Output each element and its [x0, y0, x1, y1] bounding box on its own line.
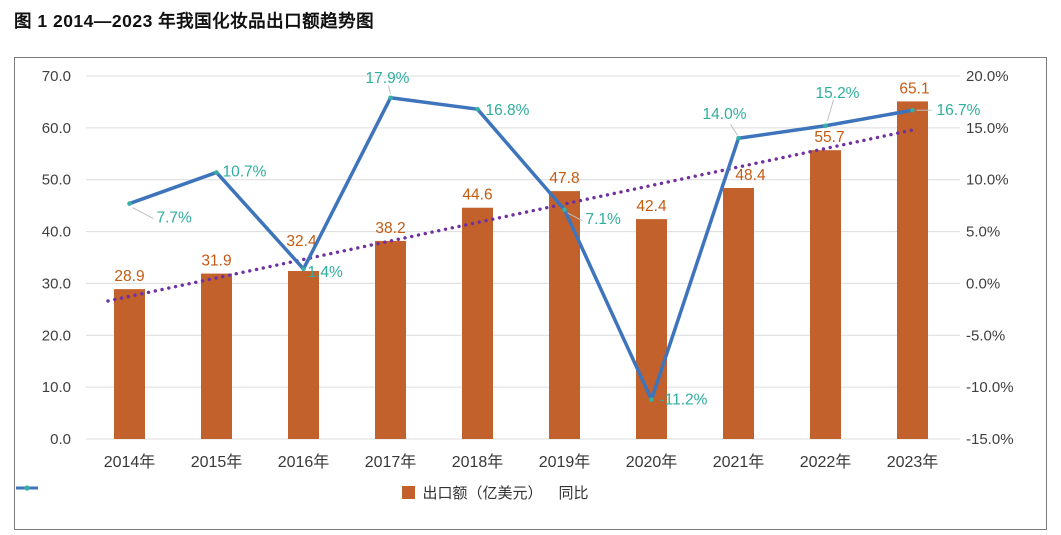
- yoy-marker: [475, 106, 480, 112]
- yoy-marker: [214, 170, 219, 175]
- x-axis-label: 2020年: [626, 453, 678, 471]
- bar-value-label: 55.7: [814, 129, 844, 146]
- legend-line-marker: [24, 485, 30, 491]
- yoy-marker: [910, 107, 915, 113]
- label-leader-line: [730, 123, 738, 136]
- legend-label-yoy: 同比: [558, 485, 589, 502]
- bar-value-label: 31.9: [201, 253, 231, 270]
- export-bar: [462, 207, 493, 439]
- x-axis-label: 2018年: [452, 453, 504, 471]
- bar-value-label: 48.4: [735, 167, 766, 184]
- left-axis-tick: 30.0: [42, 275, 71, 292]
- legend-item-export: 出口额（亿美元）: [402, 482, 543, 503]
- yoy-value-label: 7.1%: [586, 211, 622, 228]
- bar-series-swatch-icon: [402, 486, 416, 499]
- right-axis-tick: -15.0%: [966, 431, 1014, 448]
- bar-value-label: 38.2: [375, 220, 405, 237]
- legend-item-yoy: 同比: [16, 482, 589, 503]
- yoy-value-label: 16.8%: [486, 102, 530, 119]
- export-bar: [288, 270, 319, 439]
- left-axis-tick: 60.0: [42, 120, 71, 137]
- x-axis-label: 2023年: [887, 453, 939, 471]
- label-leader-line: [567, 212, 583, 222]
- figure-title: 图 1 2014—2023 年我国化妆品出口额趋势图: [14, 11, 375, 31]
- yoy-value-label: 16.7%: [937, 102, 981, 119]
- yoy-value-label: 7.7%: [157, 210, 193, 227]
- export-bar: [114, 289, 145, 439]
- right-axis-tick: -5.0%: [966, 327, 1005, 344]
- bar-value-label: 32.4: [286, 233, 317, 250]
- label-leader-line: [827, 99, 834, 121]
- x-axis-label: 2021年: [713, 453, 765, 471]
- bar-value-label: 28.9: [114, 268, 144, 285]
- left-axis-tick: 20.0: [42, 327, 71, 344]
- bar-value-label: 42.4: [636, 198, 667, 215]
- yoy-marker: [388, 95, 393, 101]
- right-axis-tick: 10.0%: [966, 172, 1009, 189]
- yoy-value-label: 17.9%: [366, 70, 410, 87]
- export-bar: [810, 150, 841, 440]
- x-axis-label: 2014年: [104, 453, 156, 471]
- yoy-marker: [301, 266, 306, 272]
- left-axis-tick: 0.0: [50, 431, 71, 448]
- left-axis-tick: 10.0: [42, 379, 71, 396]
- export-bar: [897, 101, 928, 439]
- export-bar: [549, 191, 580, 439]
- export-bar: [723, 188, 754, 439]
- right-axis-tick: 20.0%: [966, 68, 1009, 85]
- left-axis-tick: 40.0: [42, 224, 71, 241]
- label-leader-line: [132, 207, 154, 220]
- right-axis-tick: 5.0%: [966, 224, 1000, 241]
- yoy-marker: [562, 207, 567, 213]
- trendline: [106, 127, 918, 303]
- right-axis-tick: 15.0%: [966, 120, 1009, 137]
- combo-chart: 0.0 10.0 20.0 30.0 40.0 50.0 60.0 70.0 -15.0% -10…: [42, 68, 1014, 471]
- bar-value-label: 47.8: [549, 170, 579, 187]
- export-bar: [636, 219, 667, 439]
- legend-label-export: 出口额（亿美元）: [422, 485, 543, 502]
- yoy-marker: [649, 397, 654, 402]
- export-bar: [375, 240, 406, 439]
- bar-value-label: 44.6: [462, 187, 492, 204]
- x-axis-label: 2022年: [800, 453, 852, 471]
- x-axis-label: 2019年: [539, 453, 591, 471]
- yoy-value-label: 1.4%: [308, 264, 344, 281]
- right-axis-tick: 0.0%: [966, 275, 1000, 292]
- yoy-value-label: -11.2%: [660, 392, 708, 409]
- right-axis-tick: -10.0%: [966, 379, 1014, 396]
- yoy-marker: [127, 201, 132, 206]
- x-axis-label: 2017年: [365, 453, 417, 471]
- export-bar: [201, 273, 232, 439]
- yoy-value-label: 15.2%: [816, 85, 860, 102]
- x-axis-label: 2015年: [191, 453, 243, 471]
- bar-value-label: 65.1: [899, 80, 929, 97]
- yoy-marker: [736, 135, 741, 141]
- line-series-swatch-icon: [16, 485, 38, 491]
- yoy-value-label: 10.7%: [223, 163, 267, 180]
- x-axis-label: 2016年: [278, 453, 330, 471]
- yoy-marker: [823, 123, 828, 129]
- yoy-line: [127, 96, 915, 402]
- chart-legend: 出口额（亿美元） 同比: [15, 482, 976, 503]
- left-axis-tick: 70.0: [42, 68, 71, 85]
- yoy-value-label: 14.0%: [703, 106, 747, 123]
- chart-container: 0.0 10.0 20.0 30.0 40.0 50.0 60.0 70.0 -15.0% -10…: [14, 57, 1047, 530]
- left-axis-tick: 50.0: [42, 172, 71, 189]
- label-leader-line: [388, 85, 391, 94]
